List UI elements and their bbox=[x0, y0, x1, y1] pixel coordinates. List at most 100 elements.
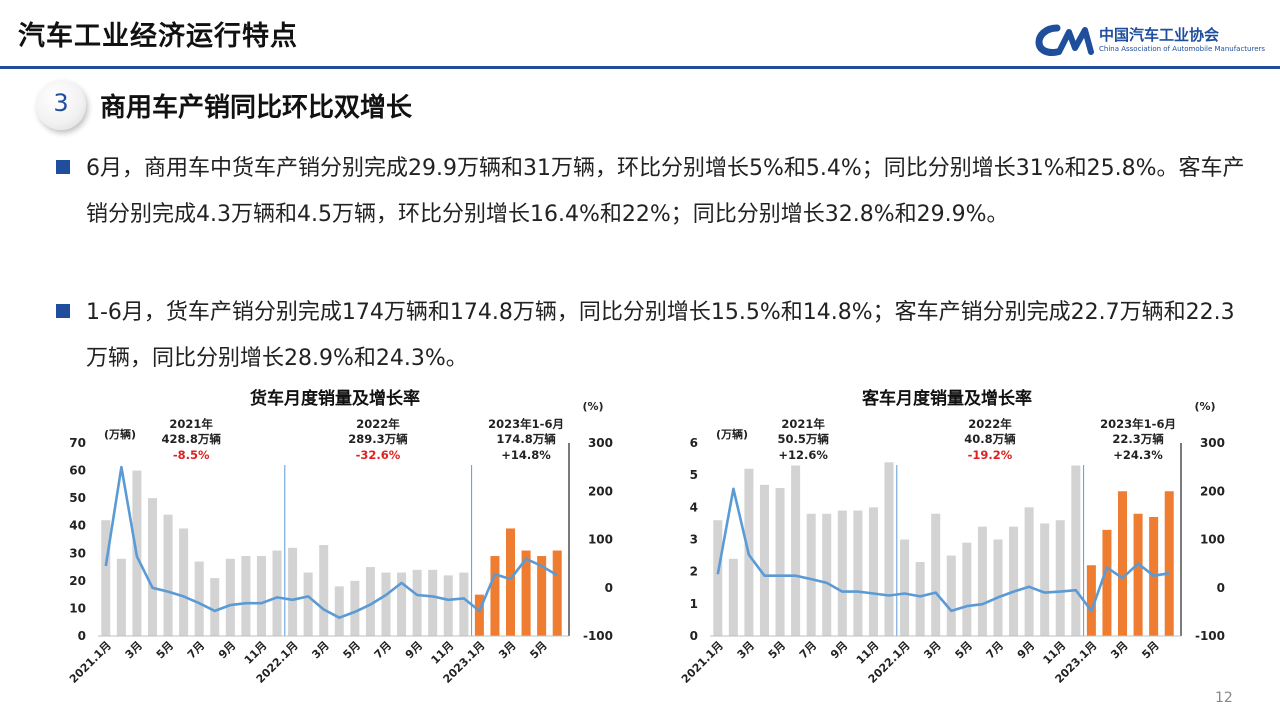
x-tick-label: 2021.1月 bbox=[679, 639, 726, 686]
bar bbox=[428, 569, 438, 636]
bar bbox=[1133, 513, 1143, 636]
bar bbox=[1024, 507, 1034, 636]
bar bbox=[147, 498, 157, 636]
annotation-total: 428.8万辆 bbox=[161, 432, 221, 446]
y2-tick-label: 200 bbox=[588, 484, 613, 498]
y2-axis-unit: (%) bbox=[1194, 400, 1215, 413]
x-tick-label: 9月 bbox=[828, 639, 850, 661]
bullet-monthly: 6月，商用车中货车产销分别完成29.9万辆和31万辆，环比分别增长5%和5.4%… bbox=[56, 146, 1246, 238]
bar bbox=[946, 555, 956, 636]
growth-rate-line bbox=[104, 465, 558, 619]
truck-sales-chart: 货车月度销量及增长率 (万辆) (%) 0 10 20 30 40 50 60 70 -100 0 100… bbox=[67, 388, 613, 686]
y-tick-label: 0 bbox=[78, 629, 86, 643]
y-tick-label: 20 bbox=[69, 574, 86, 588]
bar bbox=[1009, 526, 1019, 636]
slide-header: 汽车工业经济运行特点 中国汽车工业协会 China Association of… bbox=[0, 0, 1280, 66]
bullet-ytd: 1-6月，货车产销分别完成174万辆和174.8万辆，同比分别增长15.5%和1… bbox=[56, 290, 1246, 382]
bar bbox=[116, 558, 126, 636]
y2-tick-label: 300 bbox=[1200, 436, 1225, 450]
caam-logo-icon bbox=[1035, 24, 1094, 56]
bar bbox=[759, 484, 769, 636]
x-tick-label: 3月 bbox=[1108, 639, 1130, 661]
x-tick-label: 7月 bbox=[185, 639, 207, 661]
annotation-year: 2023年1-6月 bbox=[488, 417, 564, 431]
y2-tick-label: 100 bbox=[1200, 533, 1225, 547]
logo-english-name: China Association of Automobile Manufact… bbox=[1099, 45, 1266, 53]
bar bbox=[210, 578, 220, 636]
y2-tick-label: 100 bbox=[588, 533, 613, 547]
bar bbox=[334, 586, 344, 636]
logo-name: 中国汽车工业协会 bbox=[1099, 26, 1220, 44]
y-tick-label: 30 bbox=[69, 546, 86, 560]
bar bbox=[319, 545, 329, 636]
page-title: 汽车工业经济运行特点 bbox=[18, 21, 298, 52]
annotation-total: 289.3万辆 bbox=[348, 432, 408, 446]
x-tick-label: 11月 bbox=[1041, 639, 1069, 667]
x-tick-label: 9月 bbox=[403, 639, 425, 661]
growth-rate-line bbox=[716, 487, 1170, 613]
bar bbox=[1118, 491, 1128, 636]
header-rule bbox=[0, 66, 1280, 69]
annotation-year: 2023年1-6月 bbox=[1100, 417, 1176, 431]
annotation-total: 40.8万辆 bbox=[964, 432, 1016, 446]
bar bbox=[412, 569, 422, 636]
bar bbox=[1164, 491, 1174, 636]
section-number-badge: 3 bbox=[36, 80, 86, 130]
annotation-year: 2022年 bbox=[968, 417, 1012, 431]
x-tick-label: 11月 bbox=[854, 639, 882, 667]
section-title: 商用车产销同比环比双增长 bbox=[100, 93, 413, 123]
bar bbox=[225, 558, 235, 636]
bar bbox=[915, 562, 925, 636]
y-tick-label: 70 bbox=[69, 436, 86, 450]
bar bbox=[931, 513, 941, 636]
x-tick-label: 11月 bbox=[429, 639, 457, 667]
bar bbox=[775, 488, 785, 636]
annotation-total: 174.8万辆 bbox=[496, 432, 556, 446]
bar bbox=[397, 572, 407, 636]
bar bbox=[490, 556, 500, 636]
x-tick-label: 7月 bbox=[372, 639, 394, 661]
bar bbox=[521, 550, 531, 636]
y-tick-label: 50 bbox=[69, 491, 86, 505]
bar bbox=[506, 528, 516, 636]
bar bbox=[272, 550, 282, 636]
bar bbox=[1071, 465, 1081, 636]
annotation-year: 2021年 bbox=[781, 417, 825, 431]
bar bbox=[288, 547, 298, 636]
x-tick-label: 5月 bbox=[953, 639, 975, 661]
bus-sales-chart: 客车月度销量及增长率 (万辆) (%) 0 1 2 3 4 5 6 -100 0 100 200 300 20… bbox=[679, 388, 1225, 686]
bar bbox=[1055, 520, 1065, 636]
bar bbox=[381, 572, 391, 636]
annotation-growth: -19.2% bbox=[968, 448, 1013, 462]
bar bbox=[552, 550, 562, 636]
bar bbox=[713, 520, 723, 636]
x-tick-label: 2021.1月 bbox=[67, 639, 114, 686]
chart-title: 客车月度销量及增长率 bbox=[861, 388, 1032, 409]
bar bbox=[350, 580, 360, 636]
y-axis-unit: (万辆) bbox=[716, 427, 748, 441]
x-tick-label: 5月 bbox=[527, 639, 549, 661]
y2-tick-label: 300 bbox=[588, 436, 613, 450]
caam-logo: 中国汽车工业协会 China Association of Automobile… bbox=[1035, 20, 1275, 60]
y-tick-label: 2 bbox=[690, 565, 698, 579]
bar bbox=[806, 513, 816, 636]
bar bbox=[728, 558, 738, 636]
y-tick-label: 6 bbox=[690, 436, 698, 450]
x-tick-label: 9月 bbox=[216, 639, 238, 661]
x-tick-label: 3月 bbox=[496, 639, 518, 661]
bar bbox=[1086, 565, 1096, 636]
annotation-growth: +14.8% bbox=[501, 448, 551, 462]
y2-tick-label: 200 bbox=[1200, 484, 1225, 498]
annotation-growth: +12.6% bbox=[778, 448, 828, 462]
bar bbox=[962, 542, 972, 636]
bar bbox=[977, 526, 987, 636]
y-tick-label: 10 bbox=[69, 601, 86, 615]
bar bbox=[853, 510, 863, 636]
bullet-text: 1-6月，货车产销分别完成174万辆和174.8万辆，同比分别增长15.5%和1… bbox=[86, 300, 1235, 371]
x-tick-label: 3月 bbox=[735, 639, 757, 661]
x-tick-label: 3月 bbox=[309, 639, 331, 661]
annotation-total: 50.5万辆 bbox=[777, 432, 829, 446]
bar bbox=[163, 514, 173, 636]
x-tick-label: 7月 bbox=[797, 639, 819, 661]
y2-tick-label: 0 bbox=[1217, 581, 1225, 595]
